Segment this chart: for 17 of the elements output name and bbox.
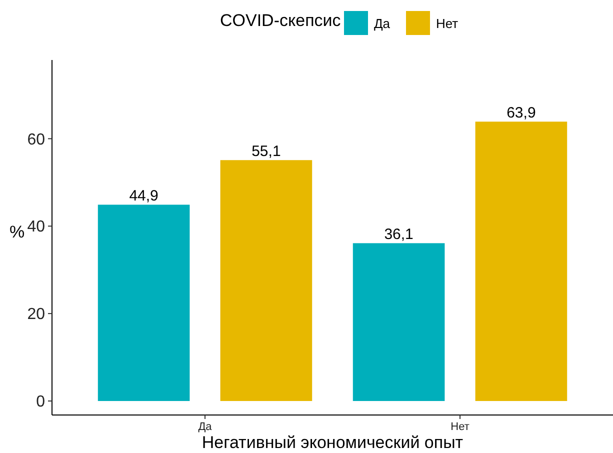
- y-tick-label: 40: [27, 218, 46, 236]
- bar: [352, 243, 445, 402]
- legend-label: Да: [374, 16, 391, 31]
- bar: [220, 160, 312, 402]
- x-axis-title: Негативный экономический опыт: [202, 433, 464, 452]
- data-label: 63,9: [506, 104, 536, 122]
- data-label: 55,1: [252, 143, 281, 160]
- legend-label: Нет: [436, 16, 458, 31]
- data-label: 36,1: [384, 226, 414, 244]
- y-tick-label: 0: [36, 394, 46, 411]
- y-axis-title: %: [9, 222, 25, 242]
- bar: [475, 122, 568, 402]
- data-label: 44,9: [129, 188, 158, 205]
- legend-title: COVID-скепсис: [220, 11, 342, 30]
- y-tick-label: 20: [27, 306, 46, 324]
- bar: [98, 204, 190, 402]
- y-tick-label: 60: [27, 131, 46, 148]
